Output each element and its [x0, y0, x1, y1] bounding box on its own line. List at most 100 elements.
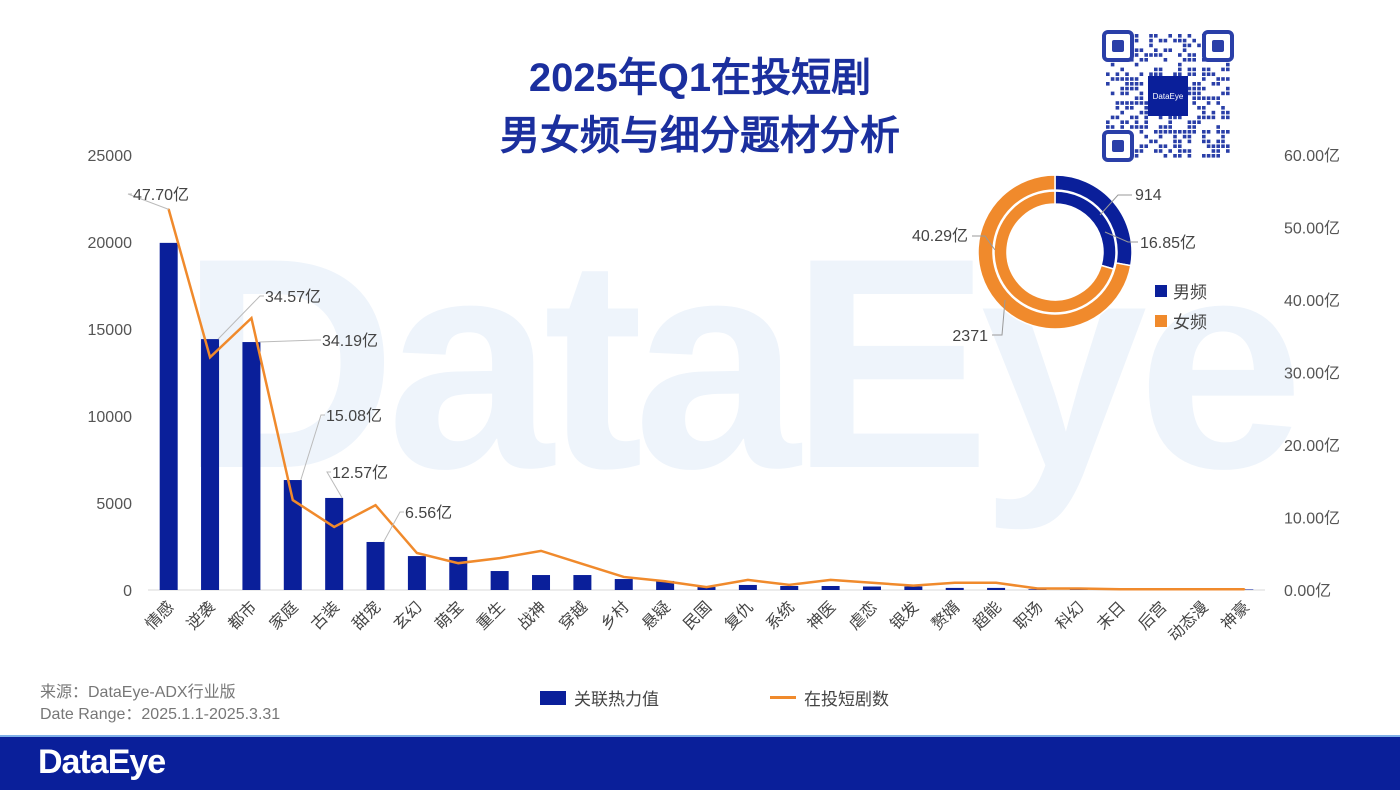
qr-module	[1187, 58, 1192, 62]
qr-module	[1226, 86, 1230, 91]
qr-module	[1158, 125, 1163, 129]
line-point-甜宠	[374, 504, 377, 507]
bar-穿越	[573, 575, 592, 590]
qr-module	[1154, 53, 1158, 57]
bar-神医	[821, 585, 840, 590]
qr-module	[1110, 115, 1115, 120]
qr-module	[1206, 144, 1211, 148]
line-point-后宫	[1160, 588, 1163, 591]
qr-module	[1211, 82, 1216, 86]
x-axis-tick-label: 萌宝	[432, 598, 467, 633]
qr-module	[1144, 53, 1148, 57]
qr-module	[1130, 115, 1134, 120]
qr-module	[1202, 67, 1206, 72]
qr-module	[1187, 43, 1192, 48]
bar-情感	[159, 242, 178, 590]
qr-module	[1163, 38, 1168, 43]
qr-module	[1106, 120, 1110, 124]
qr-module	[1134, 154, 1139, 158]
donut-outer-slice-女频	[977, 174, 1132, 330]
line-point-职场	[1036, 587, 1039, 590]
qr-module	[1130, 82, 1134, 86]
donut-label-female-count: 2371	[952, 328, 988, 345]
left-axis-tick-label: 15000	[88, 322, 133, 339]
qr-module	[1216, 101, 1220, 105]
legend-item-line: 在投短剧数	[770, 685, 889, 710]
donut-label-male-value: 16.85亿	[1140, 234, 1196, 252]
qr-module	[1187, 72, 1192, 76]
qr-module	[1216, 154, 1220, 158]
source-note: 来源：DataEye-ADX行业版 Date Range：2025.1.1-20…	[40, 682, 280, 726]
line-point-神医	[829, 578, 832, 581]
qr-module	[1226, 144, 1230, 148]
line-point-乡村	[622, 575, 625, 578]
data-label-leader	[326, 471, 343, 499]
footer-bar: DataEye	[0, 735, 1400, 790]
bar-复仇	[738, 584, 757, 590]
right-axis-tick-label: 10.00亿	[1284, 510, 1340, 528]
line-point-穿越	[581, 562, 584, 565]
qr-module	[1197, 106, 1201, 110]
line-point-逆袭	[209, 356, 212, 359]
right-axis-tick-label: 30.00亿	[1284, 365, 1340, 383]
qr-module	[1106, 125, 1110, 129]
qr-module	[1115, 106, 1120, 110]
qr-module	[1144, 134, 1148, 139]
qr-module	[1134, 77, 1139, 81]
qr-module	[1202, 77, 1206, 81]
line-point-系统	[788, 583, 791, 586]
qr-module	[1226, 110, 1230, 115]
qr-module	[1158, 149, 1163, 153]
qr-module	[1202, 115, 1206, 120]
qr-module	[1110, 77, 1115, 81]
qr-module	[1134, 120, 1139, 124]
data-label-leader	[127, 193, 169, 210]
source-text: 来源：DataEye-ADX行业版	[40, 684, 236, 701]
qr-module	[1192, 53, 1196, 57]
qr-module	[1134, 115, 1139, 120]
qr-module	[1168, 125, 1172, 129]
qr-module	[1139, 130, 1144, 134]
legend-bar-label: 关联热力值	[574, 690, 659, 709]
qr-module	[1216, 82, 1220, 86]
qr-module	[1130, 77, 1134, 81]
qr-module	[1120, 67, 1124, 72]
qr-module	[1221, 91, 1225, 96]
qr-module	[1192, 130, 1196, 134]
qr-module	[1168, 120, 1172, 124]
qr-module	[1187, 120, 1192, 124]
qr-module	[1149, 34, 1153, 38]
qr-logo-text: DataEye	[1153, 92, 1184, 101]
qr-module	[1163, 125, 1168, 129]
qr-module	[1173, 134, 1177, 139]
line-point-动态漫	[1201, 588, 1204, 591]
qr-module	[1149, 72, 1153, 76]
qr-module	[1120, 86, 1124, 91]
qr-module	[1125, 91, 1129, 96]
x-axis-tick-label: 战神	[514, 598, 549, 633]
qr-module	[1144, 101, 1148, 105]
qr-module	[1178, 130, 1182, 134]
qr-module	[1192, 72, 1196, 76]
qr-module	[1125, 77, 1129, 81]
qr-module	[1206, 130, 1211, 134]
qr-module	[1192, 38, 1196, 43]
qr-module	[1202, 139, 1206, 144]
qr-module	[1178, 53, 1182, 57]
right-axis-tick-label: 40.00亿	[1284, 292, 1340, 310]
qr-module	[1144, 120, 1148, 124]
qr-module	[1226, 67, 1230, 72]
qr-module	[1182, 130, 1187, 134]
qr-module	[1134, 86, 1139, 91]
qr-module	[1187, 139, 1192, 144]
qr-finder-center	[1212, 40, 1224, 52]
qr-module	[1125, 101, 1129, 105]
line-point-复仇	[746, 578, 749, 581]
qr-module	[1130, 101, 1134, 105]
qr-module	[1163, 130, 1168, 134]
chart: 0 5000 10000 15000 20000 25000 0.00亿 10.00亿 20.0…	[88, 147, 1341, 645]
qr-module	[1158, 115, 1163, 120]
line-point-科幻	[1077, 587, 1080, 590]
qr-module	[1139, 58, 1144, 62]
qr-module	[1178, 34, 1182, 38]
